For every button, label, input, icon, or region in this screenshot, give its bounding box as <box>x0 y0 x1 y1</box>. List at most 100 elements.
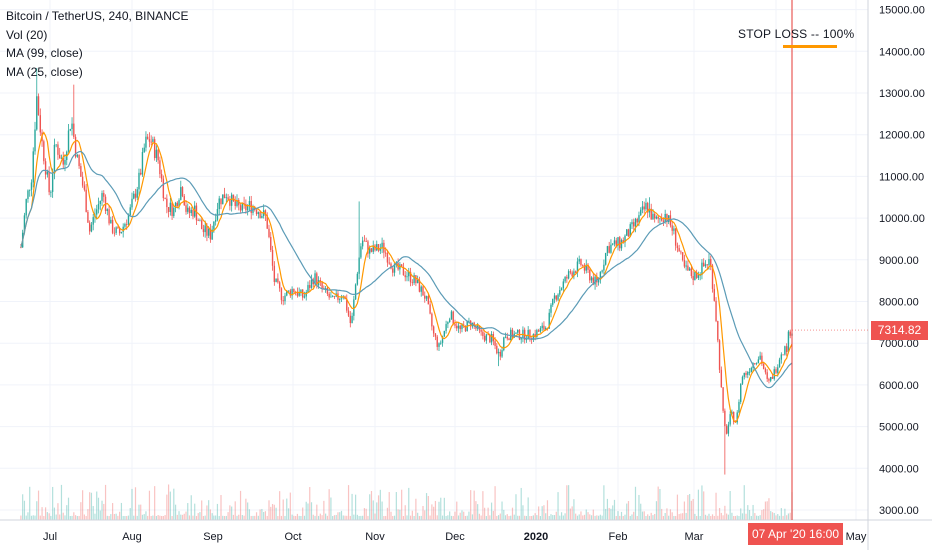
candle-body <box>515 332 517 334</box>
candle-body <box>99 200 101 204</box>
volume-bar <box>209 509 211 520</box>
candle-body <box>106 209 109 211</box>
volume-bar <box>532 515 534 520</box>
volume-bar <box>190 495 192 520</box>
y-tick-label: 3000.00 <box>879 505 919 517</box>
volume-bar <box>610 508 612 520</box>
candle-body <box>27 190 29 200</box>
ma25-indicator-label[interactable]: MA (25, close) <box>6 64 83 79</box>
candle-body <box>468 320 470 322</box>
volume-bar <box>520 487 522 520</box>
volume-bar <box>727 514 729 520</box>
stop-loss-annotation[interactable]: STOP LOSS -- 100% <box>738 27 855 41</box>
volume-bar <box>648 515 651 520</box>
volume-bar <box>104 484 107 520</box>
volume-bar <box>406 515 408 520</box>
volume-bar <box>157 515 159 520</box>
candle-body <box>624 235 626 243</box>
volume-bar <box>279 491 281 520</box>
volume-bar <box>62 512 64 520</box>
volume-bar <box>25 515 27 520</box>
candle-body <box>697 275 700 278</box>
volume-bar <box>369 494 371 520</box>
volume-bar <box>661 508 663 520</box>
volume-bar <box>733 515 735 520</box>
volume-bar <box>575 513 577 520</box>
volume-bar <box>408 487 410 520</box>
volume-bar <box>676 494 679 520</box>
volume-bar <box>206 505 208 520</box>
volume-bar <box>363 508 366 520</box>
candle-body <box>431 313 433 327</box>
candle-body <box>197 220 199 222</box>
candle-body <box>32 151 34 183</box>
candle-body <box>55 144 57 146</box>
candle-body <box>365 241 367 242</box>
candle-body <box>692 276 694 281</box>
volume-bar <box>513 514 515 520</box>
candle-body <box>485 334 488 341</box>
volume-bar <box>197 513 199 520</box>
moving-average-lines <box>20 131 793 423</box>
candle-body <box>143 147 145 153</box>
candle-body <box>377 244 380 251</box>
volume-bar <box>48 513 50 520</box>
volume-bar <box>397 509 399 520</box>
volume-bar <box>425 493 428 520</box>
candle-body <box>454 323 456 326</box>
volume-bar <box>90 492 93 520</box>
candle-body <box>277 278 279 283</box>
candle-body <box>706 264 708 266</box>
volume-bar <box>478 513 480 520</box>
volume-bar <box>232 514 235 520</box>
volume-bar <box>218 515 220 520</box>
volume-bar <box>390 511 392 520</box>
x-tick-label: May <box>846 531 867 543</box>
candle-body <box>74 136 77 157</box>
volume-bar <box>487 507 489 520</box>
candle-body <box>150 141 152 143</box>
volume-bar <box>552 515 554 520</box>
volume-bar <box>711 514 714 520</box>
volume-bar <box>255 512 258 520</box>
volume-bar <box>347 485 350 520</box>
candle-body <box>599 271 602 281</box>
candle-body <box>331 295 334 297</box>
volume-bar <box>164 515 166 520</box>
volume-bar <box>202 515 205 520</box>
candle-body <box>222 194 224 205</box>
y-tick-label: 8000.00 <box>879 297 919 309</box>
vol-indicator-label[interactable]: Vol (20) <box>6 27 48 42</box>
candle-body <box>438 343 440 347</box>
volume-bar <box>429 515 431 520</box>
volume-bar <box>282 499 284 520</box>
volume-bar <box>22 494 24 520</box>
ma99-indicator-label[interactable]: MA (99, close) <box>6 46 83 60</box>
volume-bar <box>250 515 252 520</box>
candle-body <box>278 282 281 289</box>
candle-body <box>578 259 580 262</box>
candle-body <box>566 276 568 279</box>
candle-body <box>392 268 394 273</box>
candle-body <box>53 144 56 174</box>
candle-body <box>298 291 300 296</box>
candle-body <box>711 265 714 289</box>
volume-bar <box>273 504 275 520</box>
volume-bar <box>413 515 415 520</box>
volume-bar <box>717 515 719 520</box>
candle-body <box>418 279 421 292</box>
candle-body <box>62 157 64 165</box>
candle-body <box>456 325 458 329</box>
candle-body <box>594 276 596 285</box>
volume-bar <box>499 513 501 520</box>
y-tick-label: 15000.00 <box>879 5 925 17</box>
volume-bar <box>571 506 573 520</box>
symbol-title[interactable]: Bitcoin / TetherUS, 240, BINANCE <box>6 9 189 23</box>
volume-bar <box>692 498 694 520</box>
candle-body <box>340 297 343 299</box>
volume-bar <box>701 485 703 520</box>
volume-bar <box>750 515 752 520</box>
candle-body <box>464 325 467 332</box>
candle-body <box>195 205 198 221</box>
